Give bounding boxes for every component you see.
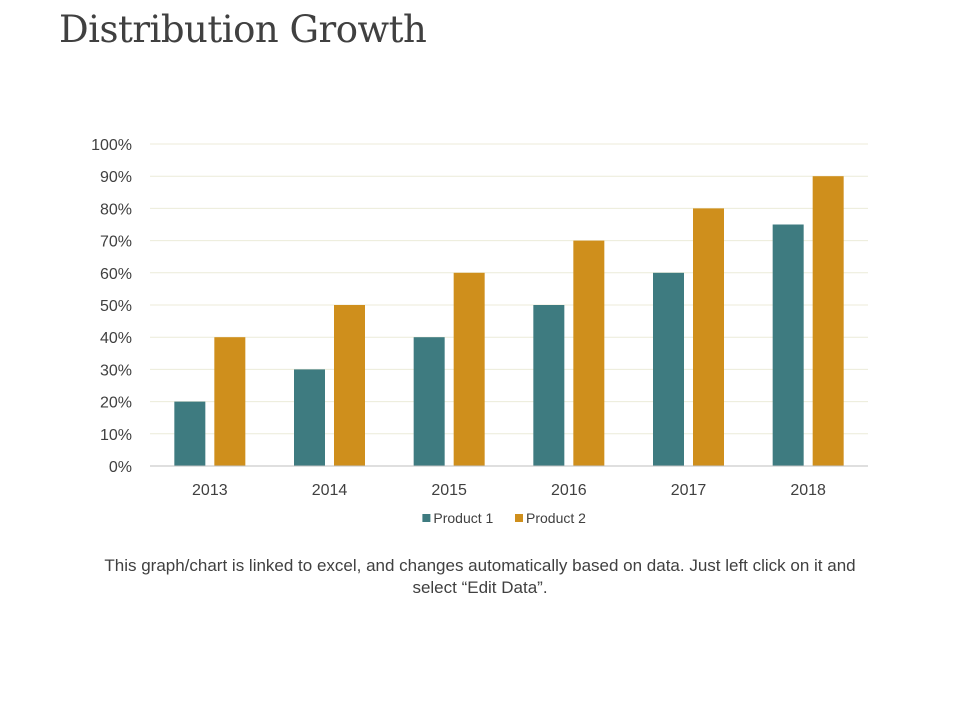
bar-product-2-2017[interactable] bbox=[693, 208, 724, 466]
bar-product-2-2018[interactable] bbox=[812, 176, 844, 466]
y-tick-label: 40% bbox=[100, 330, 132, 347]
bar-product-1-2014[interactable] bbox=[294, 369, 325, 466]
bar-product-1-2017[interactable] bbox=[653, 272, 684, 466]
y-tick-label: 60% bbox=[100, 266, 132, 283]
y-tick-label: 90% bbox=[100, 169, 132, 186]
bar-product-2-2014[interactable] bbox=[334, 305, 365, 466]
bar-product-1-2018[interactable] bbox=[772, 224, 804, 467]
y-tick-label: 0% bbox=[109, 459, 132, 476]
y-tick-label: 100% bbox=[91, 137, 132, 154]
x-tick-label: 2018 bbox=[790, 482, 826, 499]
legend-label-product-2: Product 2 bbox=[526, 510, 586, 526]
x-tick-label: 2016 bbox=[551, 482, 587, 499]
bars bbox=[174, 176, 844, 467]
legend-swatch-product-2 bbox=[515, 514, 523, 522]
bar-product-1-2013[interactable] bbox=[174, 401, 206, 466]
bar-product-1-2016[interactable] bbox=[533, 305, 565, 466]
y-tick-label: 10% bbox=[100, 427, 132, 444]
x-tick-label: 2015 bbox=[431, 482, 467, 499]
page-title: Distribution Growth bbox=[59, 8, 427, 51]
bar-product-2-2013[interactable] bbox=[214, 337, 246, 466]
gridlines bbox=[150, 143, 868, 435]
y-tick-label: 20% bbox=[100, 395, 132, 412]
x-tick-label: 2013 bbox=[192, 482, 228, 499]
legend: Product 1 Product 2 bbox=[422, 510, 586, 526]
y-tick-label: 50% bbox=[100, 298, 132, 315]
bar-chart[interactable]: 0% 10% 20% 30% 40% 50% 60% 70% 80% 90% 100% 2013 201… bbox=[0, 0, 960, 545]
legend-label-product-1: Product 1 bbox=[433, 510, 493, 526]
y-tick-label: 70% bbox=[100, 234, 132, 251]
bar-product-1-2015[interactable] bbox=[413, 337, 445, 466]
bar-product-2-2015[interactable] bbox=[453, 272, 485, 466]
chart-caption: This graph/chart is linked to excel, and… bbox=[104, 556, 856, 597]
x-tick-label: 2014 bbox=[312, 482, 348, 499]
axes: 0% 10% 20% 30% 40% 50% 60% 70% 80% 90% 100% 2013 201… bbox=[91, 137, 868, 499]
bar-product-2-2016[interactable] bbox=[573, 240, 605, 466]
x-tick-label: 2017 bbox=[671, 482, 707, 499]
y-tick-label: 30% bbox=[100, 362, 132, 379]
y-tick-label: 80% bbox=[100, 201, 132, 218]
legend-swatch-product-1 bbox=[422, 514, 431, 522]
